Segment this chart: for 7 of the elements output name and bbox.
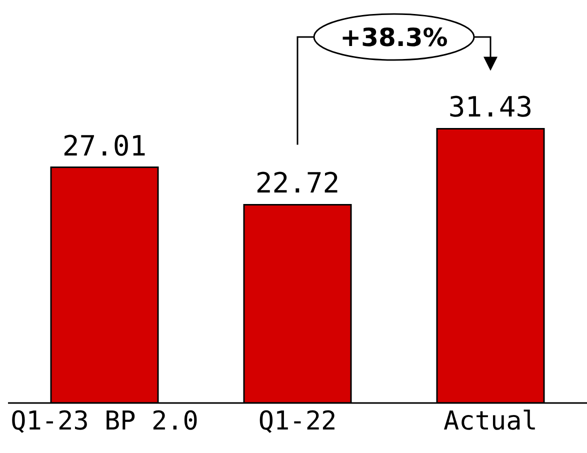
x-tick-label: Actual <box>444 406 538 436</box>
data-label: 22.72 <box>255 166 340 200</box>
text: +38.3% <box>340 23 448 52</box>
data-label: 27.01 <box>62 129 147 162</box>
x-tick-label: Q1-22 <box>258 406 337 436</box>
x-tick-label: Q1-23 BP 2.0 <box>10 406 198 436</box>
data-label: 31.43 <box>448 90 533 124</box>
